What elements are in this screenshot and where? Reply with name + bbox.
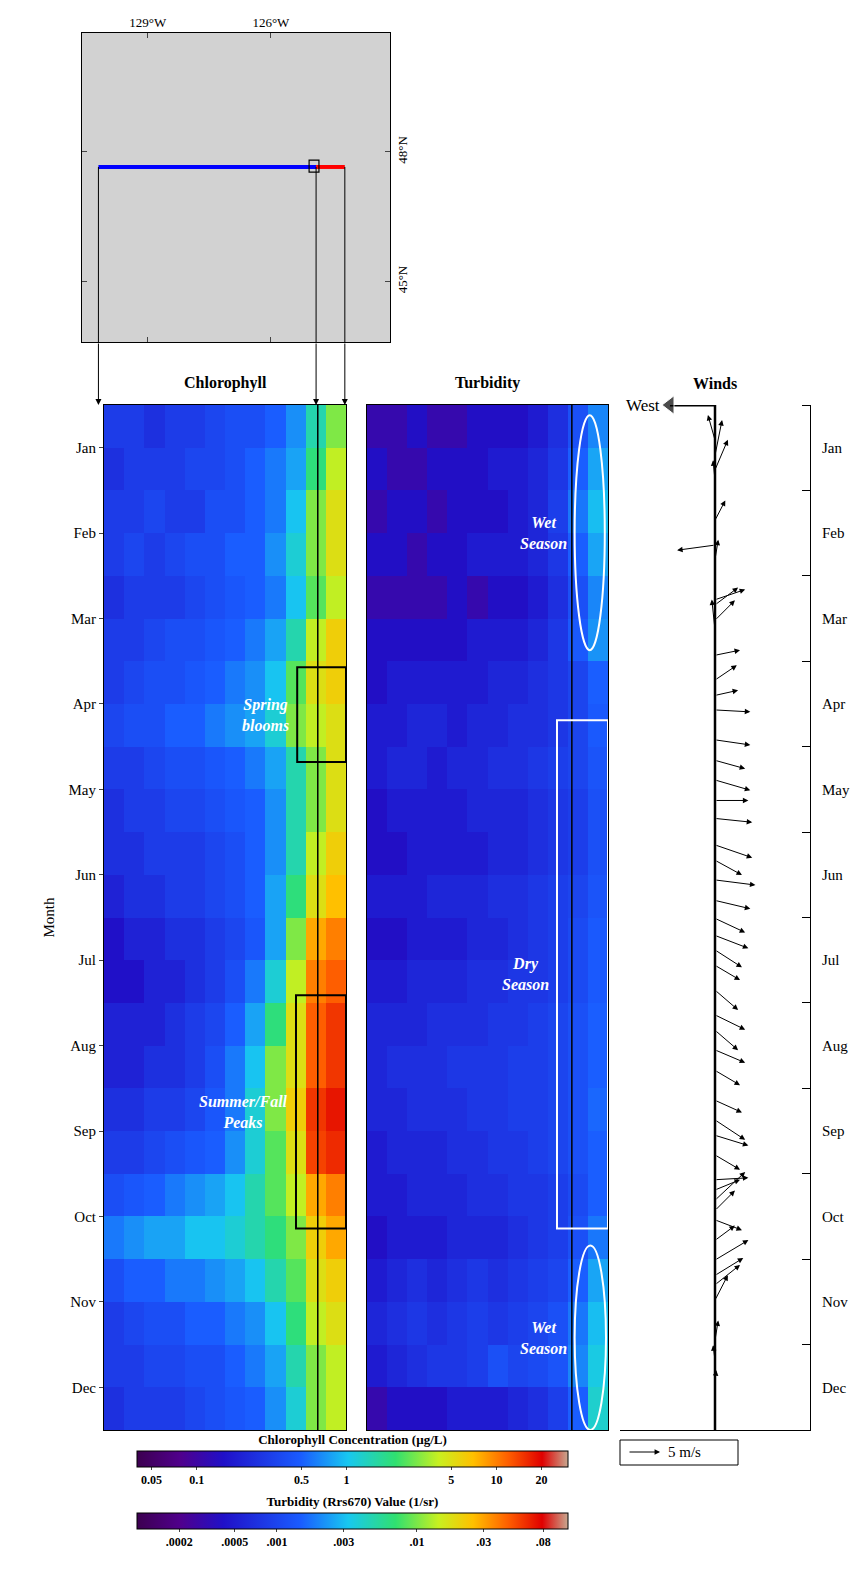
svg-text:Month: Month (41, 897, 57, 938)
svg-text:WetSeason: WetSeason (520, 1319, 567, 1357)
svg-text:Nov: Nov (70, 1294, 96, 1310)
svg-text:Sep: Sep (822, 1123, 845, 1139)
svg-text:Sep: Sep (74, 1123, 97, 1139)
svg-text:Jun: Jun (75, 867, 96, 883)
svg-text:Dec: Dec (72, 1380, 96, 1396)
svg-text:Mar: Mar (71, 611, 96, 627)
svg-text:WetSeason: WetSeason (520, 514, 567, 552)
svg-text:Turbidity: Turbidity (455, 374, 520, 392)
svg-text:Feb: Feb (74, 525, 97, 541)
svg-text:DrySeason: DrySeason (502, 955, 549, 993)
svg-text:Chlorophyll: Chlorophyll (184, 374, 267, 392)
svg-text:126°W: 126°W (252, 15, 290, 30)
svg-text:.0002: .0002 (166, 1535, 193, 1549)
svg-text:Jun: Jun (822, 867, 843, 883)
svg-text:20: 20 (536, 1473, 548, 1487)
svg-text:1: 1 (344, 1473, 350, 1487)
svg-text:May: May (822, 782, 850, 798)
svg-text:Jul: Jul (822, 952, 840, 968)
svg-text:48°N: 48°N (395, 135, 410, 163)
svg-text:Winds: Winds (693, 375, 737, 392)
svg-text:Dec: Dec (822, 1380, 846, 1396)
svg-text:Jan: Jan (822, 440, 842, 456)
svg-text:West: West (626, 396, 660, 415)
svg-text:Aug: Aug (70, 1038, 96, 1054)
svg-text:Turbidity (Rrs670) Value (1/sr: Turbidity (Rrs670) Value (1/sr) (267, 1494, 439, 1509)
svg-text:Mar: Mar (822, 611, 847, 627)
svg-text:Oct: Oct (822, 1209, 844, 1225)
svg-text:Apr: Apr (822, 696, 845, 712)
svg-text:45°N: 45°N (395, 265, 410, 293)
svg-text:Springblooms: Springblooms (242, 696, 289, 734)
svg-text:5: 5 (448, 1473, 454, 1487)
svg-text:Summer/FallPeaks: Summer/FallPeaks (199, 1093, 288, 1131)
svg-text:Apr: Apr (73, 696, 96, 712)
svg-text:0.05: 0.05 (141, 1473, 162, 1487)
svg-text:129°W: 129°W (129, 15, 167, 30)
svg-text:Jul: Jul (78, 952, 96, 968)
svg-text:0.5: 0.5 (294, 1473, 309, 1487)
svg-text:Aug: Aug (822, 1038, 848, 1054)
svg-text:Nov: Nov (822, 1294, 848, 1310)
svg-text:.001: .001 (266, 1535, 287, 1549)
svg-text:Jan: Jan (76, 440, 96, 456)
svg-text:May: May (69, 782, 97, 798)
svg-text:.01: .01 (409, 1535, 424, 1549)
svg-text:0.1: 0.1 (189, 1473, 204, 1487)
svg-text:Chlorophyll Concentration (µg/: Chlorophyll Concentration (µg/L) (258, 1432, 447, 1447)
svg-text:.0005: .0005 (221, 1535, 248, 1549)
svg-text:.08: .08 (536, 1535, 551, 1549)
svg-text:Oct: Oct (74, 1209, 96, 1225)
svg-text:.003: .003 (333, 1535, 354, 1549)
svg-text:10: 10 (490, 1473, 502, 1487)
svg-text:Feb: Feb (822, 525, 845, 541)
svg-text:.03: .03 (476, 1535, 491, 1549)
svg-text:5 m/s: 5 m/s (668, 1444, 701, 1460)
